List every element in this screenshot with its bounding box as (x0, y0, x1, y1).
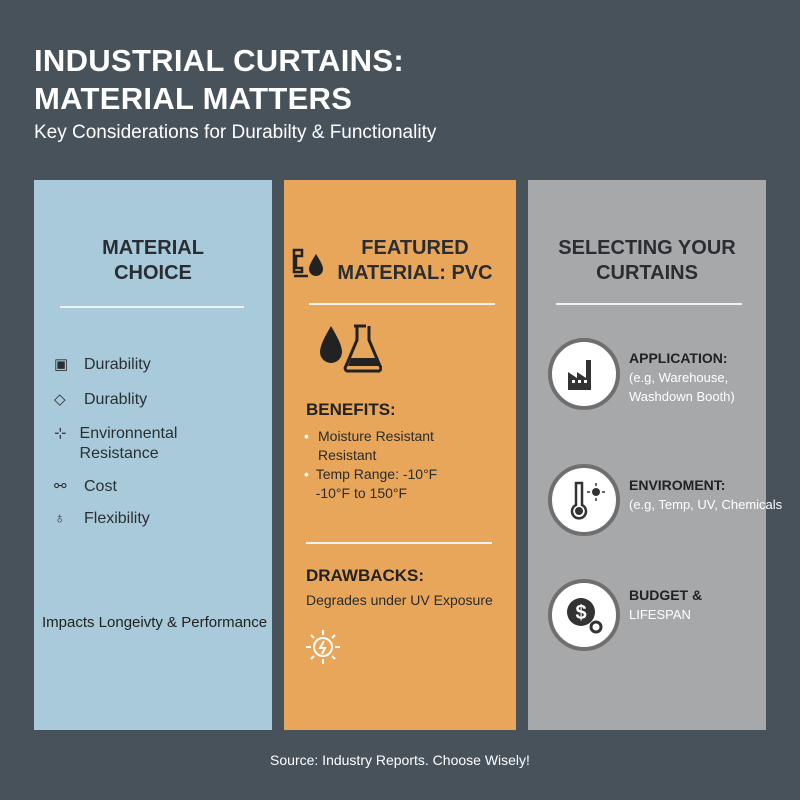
item-detail: (e.g, Warehouse, Washdown Booth) (629, 370, 735, 404)
drop-flask-icon (320, 324, 382, 373)
bullet: • (304, 466, 309, 482)
panel-title-line: MATERIAL (102, 237, 204, 259)
benefit-item: • Moisture Resistant Resistant (304, 427, 474, 465)
material-drop-icon (292, 248, 323, 278)
list-item-label: Durability (84, 356, 151, 373)
coins-icon: ⚯ (54, 478, 67, 495)
dollar-gear-icon: $ (548, 579, 620, 651)
benefit-item: • Temp Range: -10°F -10°F to 150°F (304, 465, 474, 503)
environment-icon: ⊹ (54, 425, 67, 442)
panel-title: FEATURED MATERIAL: PVC (314, 236, 516, 286)
panel-title-line: CHOICE (114, 262, 192, 284)
item-detail: (e.g, Temp, UV, Chemicals (629, 497, 783, 512)
item-heading: APPLICATION: (629, 350, 728, 366)
list-item-label: Cost (84, 478, 117, 495)
divider (309, 303, 495, 305)
item-heading: BUDGET & (629, 587, 703, 603)
application-item: APPLICATION: (e.g, Warehouse, Washdown Bo… (629, 349, 769, 406)
title-line-2: MATERIAL MATTERS (34, 81, 353, 116)
panel-title-line: FEATURED (361, 237, 469, 259)
drawbacks-heading: DRAWBACKS: (306, 566, 425, 585)
hammer-icon: ◇ (54, 391, 66, 408)
list-item: ♁ Flexibility (54, 509, 150, 529)
panel-title-line: SELECTING YOUR (558, 237, 736, 259)
list-item-label: Environnental Resistance (79, 425, 178, 462)
thermometer-sun-icon (548, 464, 620, 536)
material-choice-panel: MATERIAL CHOICE ▣ Durability ◇ Durablity ⊹ E… (34, 180, 272, 730)
benefit-text: Moisture Resistant Resistant (318, 428, 434, 463)
document-icon: ▣ (54, 356, 69, 373)
source-footer: Source: Industry Reports. Choose Wisely! (270, 752, 530, 768)
panel-footer: Impacts Longeivty & Performance (42, 614, 268, 631)
item-detail: LIFESPAN (629, 607, 691, 622)
list-item: ⊹ Environnental Resistance (54, 424, 234, 464)
title-line-1: INDUSTRIAL CURTAINS: (34, 43, 404, 78)
panel-title: MATERIAL CHOICE (34, 236, 272, 286)
panel-title-line: CURTAINS (596, 262, 698, 284)
divider (306, 542, 492, 544)
list-item: ▣ Durability (54, 355, 151, 375)
page-title: INDUSTRIAL CURTAINS: MATERIAL MATTERS (34, 42, 404, 118)
environment-item: ENVIROMENT: (e.g, Temp, UV, Chemicals (629, 476, 782, 514)
svg-text:$: $ (575, 602, 586, 624)
panel-title-line: MATERIAL: PVC (337, 262, 493, 284)
item-heading: ENVIROMENT: (629, 477, 726, 493)
drawbacks-text: Degrades under UV Exposure (306, 592, 493, 608)
featured-material-panel: FEATURED MATERIAL: PVC BENEFITS: • Moistur… (284, 180, 516, 730)
bullet: • (304, 428, 309, 444)
benefits-heading: BENEFITS: (306, 400, 396, 419)
list-item-label: Flexibility (84, 510, 150, 527)
selecting-curtains-panel: SELECTING YOUR CURTAINS APPLICATION: (e.g,… (528, 180, 782, 730)
subtitle: Key Considerations for Durabilty & Funct… (34, 122, 437, 143)
list-item: ◇ Durablity (54, 390, 147, 410)
panel-title: SELECTING YOUR CURTAINS (528, 236, 766, 286)
flex-icon: ♁ (54, 510, 66, 527)
uv-sun-icon (306, 630, 340, 664)
divider (556, 303, 742, 305)
factory-icon (548, 338, 620, 410)
list-item-label: Durablity (84, 391, 148, 408)
list-item: ⚯ Cost (54, 477, 117, 497)
divider (60, 306, 244, 308)
benefit-text: Temp Range: -10°F -10°F to 150°F (315, 466, 438, 501)
budget-item: BUDGET & LIFESPAN (629, 586, 702, 624)
